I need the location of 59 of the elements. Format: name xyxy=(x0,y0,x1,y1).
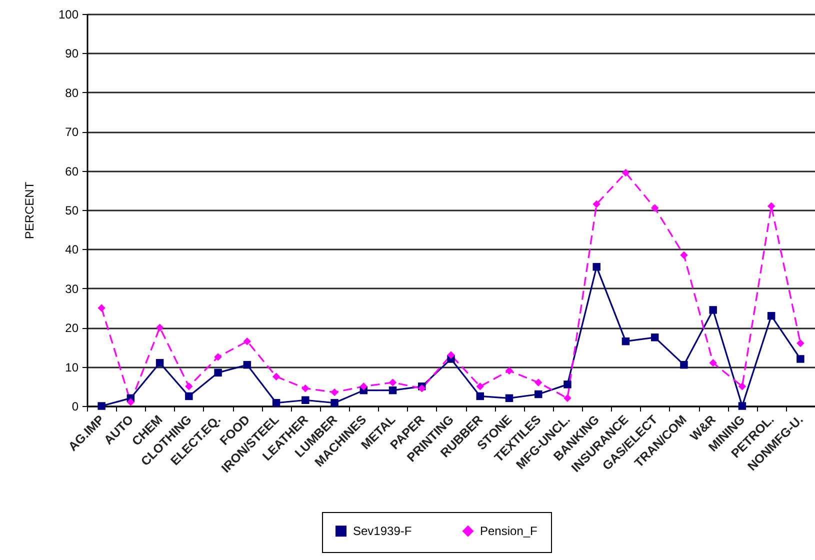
point xyxy=(388,378,397,386)
point xyxy=(534,390,542,398)
point xyxy=(214,368,222,377)
point xyxy=(302,396,310,404)
point xyxy=(156,324,164,332)
point xyxy=(330,398,338,407)
point xyxy=(564,380,572,388)
point xyxy=(156,359,164,367)
point xyxy=(360,382,368,390)
point xyxy=(592,200,600,208)
point xyxy=(272,372,280,380)
point xyxy=(767,312,776,320)
y-tick-label: 40 xyxy=(65,242,79,257)
point xyxy=(126,398,135,406)
point xyxy=(796,355,804,363)
point xyxy=(447,351,455,359)
point xyxy=(767,202,776,210)
point xyxy=(680,251,688,259)
y-tick-label: 80 xyxy=(65,86,79,100)
y-tick-label: 0 xyxy=(72,400,79,414)
point xyxy=(302,384,310,392)
point xyxy=(592,262,600,271)
y-tick-label: 20 xyxy=(65,321,79,336)
y-tick-label: 10 xyxy=(65,360,79,374)
y-tick-label: 100 xyxy=(58,8,79,22)
point xyxy=(622,337,630,346)
point xyxy=(98,304,106,312)
point xyxy=(709,359,717,367)
y-tick-label: 90 xyxy=(65,46,79,61)
y-tick-label: 70 xyxy=(65,125,79,140)
y-tick-label: 30 xyxy=(65,282,79,296)
legend-label: Sev1939-F xyxy=(353,524,412,538)
point xyxy=(738,402,746,410)
y-axis-title: PERCENT xyxy=(22,181,36,240)
point xyxy=(650,334,659,342)
point xyxy=(622,168,630,177)
point xyxy=(534,378,542,386)
point xyxy=(185,382,193,390)
point xyxy=(738,382,746,390)
point xyxy=(650,204,659,212)
point xyxy=(330,388,338,396)
y-tick-label: 60 xyxy=(65,164,79,178)
point xyxy=(388,386,397,394)
point xyxy=(243,360,252,369)
point xyxy=(98,402,106,410)
point xyxy=(564,394,572,402)
point xyxy=(680,360,688,369)
y-tick-label: 50 xyxy=(65,204,79,218)
point xyxy=(476,382,484,390)
point xyxy=(214,353,222,361)
point xyxy=(476,392,484,400)
point xyxy=(505,394,514,402)
point xyxy=(709,306,717,314)
point xyxy=(796,339,804,348)
point xyxy=(185,392,193,400)
point xyxy=(505,366,514,375)
point xyxy=(243,337,252,346)
point xyxy=(272,398,280,407)
legend-label: Pension_F xyxy=(480,524,538,538)
